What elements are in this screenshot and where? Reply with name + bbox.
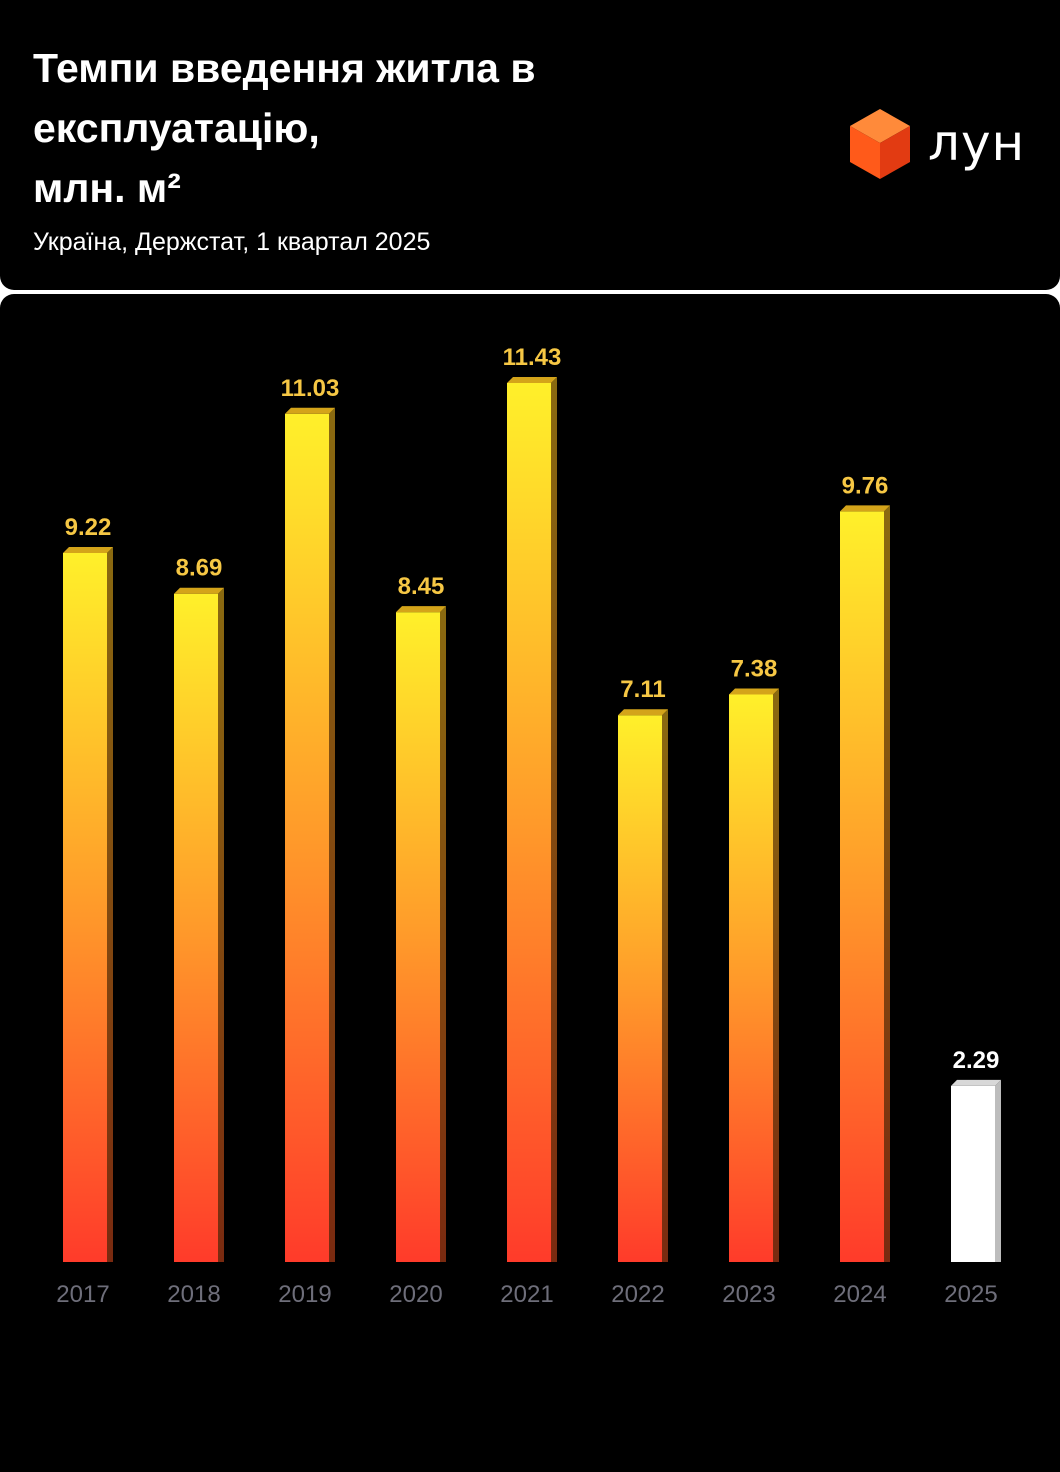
bar-2017 [63, 546, 113, 1262]
category-label-2017: 2017 [56, 1281, 109, 1308]
category-label-2023: 2023 [722, 1281, 775, 1308]
bar-side-2017 [107, 546, 113, 1262]
bar-cap-2024 [840, 505, 890, 512]
bar-2025 [951, 1079, 1001, 1262]
bar-face-2017 [63, 552, 107, 1262]
chart-card: 9.22 2017 8.69 2018 11.03 2019 8.45 2020 11.43 20… [0, 294, 1060, 1472]
bars-layer [63, 377, 1001, 1262]
bar-cap-2019 [285, 407, 335, 414]
bar-side-2022 [662, 709, 668, 1262]
labels-layer: 9.22 2017 8.69 2018 11.03 2019 8.45 2020 11.43 20… [56, 344, 999, 1308]
value-label-2024: 9.76 [842, 472, 889, 499]
bar-chart: 9.22 2017 8.69 2018 11.03 2019 8.45 2020 11.43 20… [56, 344, 1001, 1308]
bar-side-2019 [329, 407, 335, 1262]
bar-face-2023 [729, 694, 773, 1262]
category-label-2018: 2018 [167, 1281, 220, 1308]
bar-face-2021 [507, 383, 551, 1262]
value-label-2020: 8.45 [398, 573, 445, 600]
brand-name: лун [928, 114, 1026, 172]
category-label-2025: 2025 [944, 1281, 997, 1308]
category-label-2022: 2022 [611, 1281, 664, 1308]
bar-face-2022 [618, 715, 662, 1262]
bar-cap-2025 [951, 1079, 1001, 1086]
value-label-2017: 9.22 [65, 514, 112, 541]
value-label-2022: 7.11 [620, 676, 665, 703]
value-label-2025: 2.29 [953, 1047, 1000, 1074]
bar-cap-2022 [618, 709, 668, 716]
bar-face-2024 [840, 511, 884, 1262]
bar-2019 [285, 407, 335, 1262]
bar-side-2023 [773, 688, 779, 1262]
header-card: Темпи введення житла в експлуатацію, млн… [0, 0, 1060, 290]
value-label-2019: 11.03 [281, 375, 340, 402]
bar-side-2024 [884, 505, 890, 1262]
category-label-2024: 2024 [833, 1281, 886, 1308]
brand-logo: лун [846, 106, 1036, 186]
bar-cap-2018 [174, 587, 224, 594]
value-label-2023: 7.38 [731, 655, 778, 682]
orange-cube-icon [850, 109, 910, 179]
bar-side-2020 [440, 606, 446, 1262]
category-label-2019: 2019 [278, 1281, 331, 1308]
bar-2018 [174, 587, 224, 1262]
bar-cap-2020 [396, 606, 446, 613]
bar-face-2025 [951, 1085, 995, 1262]
bar-face-2018 [174, 593, 218, 1262]
bar-2020 [396, 606, 446, 1262]
category-label-2021: 2021 [500, 1281, 553, 1308]
bar-2022 [618, 709, 668, 1262]
value-label-2018: 8.69 [176, 555, 223, 582]
bar-side-2025 [995, 1079, 1001, 1262]
bar-cap-2021 [507, 377, 557, 383]
bar-cap-2023 [729, 688, 779, 695]
value-label-2021: 11.43 [503, 344, 562, 371]
bar-side-2021 [551, 377, 557, 1262]
bar-2021 [507, 377, 557, 1262]
category-label-2020: 2020 [389, 1281, 442, 1308]
bar-side-2018 [218, 587, 224, 1262]
bar-face-2020 [396, 612, 440, 1262]
bar-face-2019 [285, 413, 329, 1262]
chart-subtitle: Україна, Держстат, 1 квартал 2025 [33, 228, 431, 256]
bar-2023 [729, 688, 779, 1262]
chart-title: Темпи введення житла в експлуатацію, млн… [33, 45, 536, 211]
bar-2024 [840, 505, 890, 1262]
bar-cap-2017 [63, 546, 113, 553]
